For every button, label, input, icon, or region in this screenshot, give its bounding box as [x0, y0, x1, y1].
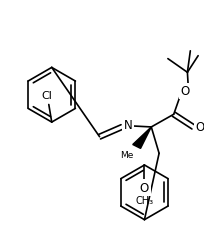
- Text: O: O: [140, 181, 149, 194]
- Text: O: O: [181, 85, 190, 98]
- Text: CH₃: CH₃: [135, 195, 154, 205]
- Text: Me: Me: [120, 150, 134, 159]
- Text: N: N: [123, 118, 132, 131]
- Text: Cl: Cl: [41, 90, 52, 100]
- Polygon shape: [133, 128, 151, 149]
- Text: O: O: [195, 121, 204, 134]
